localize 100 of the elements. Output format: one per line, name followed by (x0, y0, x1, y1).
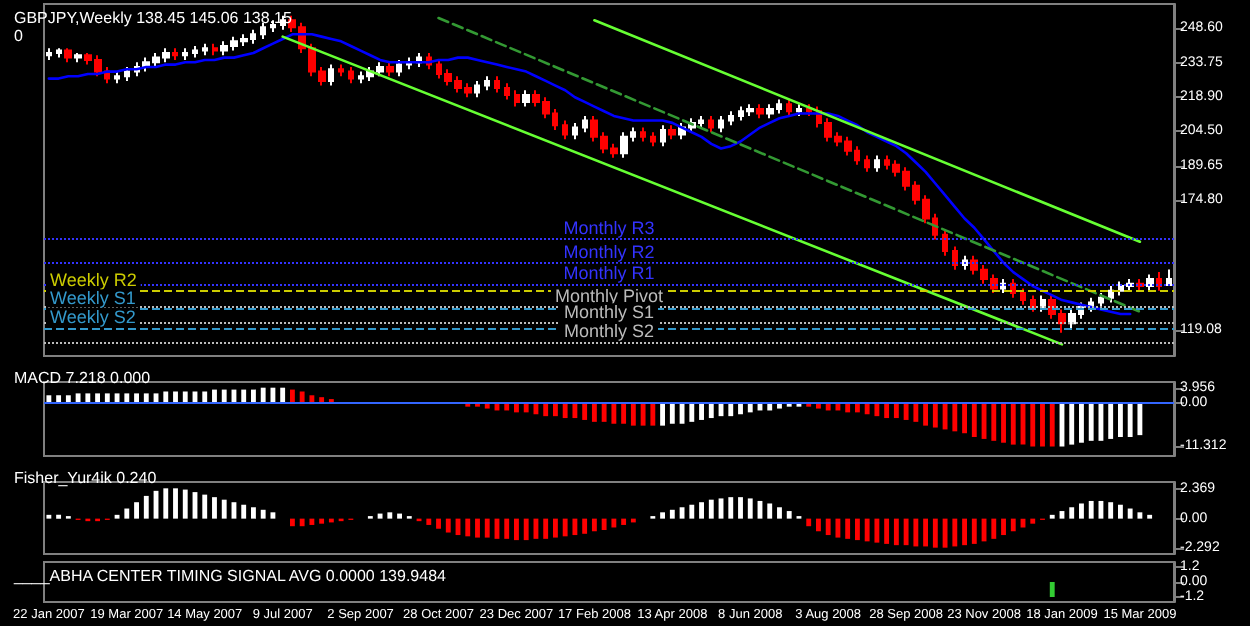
candlestick (874, 154, 880, 173)
bar (572, 402, 578, 419)
candlestick (796, 103, 802, 117)
bar (173, 488, 178, 519)
ref-line-label: Monthly S1 (563, 302, 655, 323)
bar (260, 509, 266, 519)
candlestick (64, 47, 72, 64)
candlestick (484, 75, 490, 92)
bar (903, 518, 909, 546)
bar (874, 402, 880, 417)
bar (562, 518, 568, 537)
ref-line-label: Weekly S2 (50, 307, 136, 328)
bar (552, 518, 558, 538)
bar (163, 391, 169, 403)
bar (942, 402, 948, 430)
candlestick (74, 51, 82, 64)
bar (669, 509, 675, 519)
bar (552, 402, 558, 417)
bar (270, 387, 276, 403)
bar (991, 518, 997, 539)
candlestick (952, 245, 958, 271)
bar (660, 402, 666, 426)
bar (767, 503, 773, 519)
bar (85, 393, 91, 403)
candlestick (766, 103, 774, 120)
bar (893, 402, 899, 419)
bar (1127, 508, 1133, 519)
bar (163, 488, 169, 519)
bar (971, 518, 977, 544)
bar (923, 518, 929, 547)
bar (134, 502, 139, 519)
bar (582, 518, 588, 534)
candlestick (514, 89, 520, 108)
bar (124, 393, 130, 403)
bar (591, 402, 597, 422)
candlestick (260, 21, 266, 40)
bar (582, 402, 588, 420)
bar (221, 499, 227, 519)
bar (309, 518, 315, 525)
candlestick (172, 47, 178, 61)
candlestick (582, 114, 588, 134)
bar (299, 391, 305, 403)
candlestick (338, 63, 344, 78)
bar (241, 389, 247, 403)
bar (699, 502, 704, 519)
candlestick (1146, 273, 1154, 292)
bar (202, 391, 208, 403)
bar (738, 402, 743, 415)
bar (845, 518, 851, 539)
candlestick (396, 58, 402, 78)
ref-line-label: Monthly R3 (563, 218, 655, 239)
bar (1040, 402, 1045, 447)
bar (942, 518, 948, 548)
bar (426, 518, 432, 525)
bar (1127, 402, 1133, 438)
candlestick (728, 110, 734, 127)
bar (825, 518, 831, 536)
candlestick (640, 126, 646, 143)
candlestick (124, 65, 130, 82)
candlestick (864, 154, 870, 173)
bar (445, 518, 451, 533)
candlestick (650, 131, 656, 148)
candlestick (786, 98, 792, 117)
bar (465, 518, 471, 537)
bar (591, 518, 597, 532)
chart-title: MACD 7.218 0.000 (14, 369, 152, 387)
bar (280, 387, 286, 403)
bar (835, 518, 841, 538)
bar (95, 393, 101, 403)
bar (650, 402, 656, 426)
bar (728, 402, 734, 417)
bar (991, 402, 997, 441)
bar (260, 387, 266, 403)
bar (124, 508, 130, 519)
bar (143, 495, 149, 519)
candlestick (1020, 287, 1026, 306)
candlestick (718, 114, 724, 134)
candlestick (192, 44, 198, 59)
bar (75, 393, 81, 403)
bar (143, 393, 149, 403)
candlestick (212, 42, 218, 57)
candlestick (1040, 294, 1046, 313)
bar (134, 393, 139, 403)
bar (1030, 402, 1036, 447)
bar (611, 518, 617, 528)
bar (621, 402, 627, 424)
bar (397, 513, 402, 519)
bar (1088, 500, 1094, 519)
bar (1079, 402, 1084, 443)
bar (1108, 402, 1114, 439)
chart-title: Fisher_Yur4ik 0.240 (14, 469, 158, 487)
bar (1117, 402, 1123, 438)
bar (104, 393, 110, 403)
bar (932, 518, 938, 548)
bar (962, 518, 967, 546)
bar (816, 518, 821, 532)
bar (777, 507, 782, 519)
candlestick (1030, 294, 1036, 313)
bar (241, 504, 247, 519)
bar (601, 518, 607, 530)
